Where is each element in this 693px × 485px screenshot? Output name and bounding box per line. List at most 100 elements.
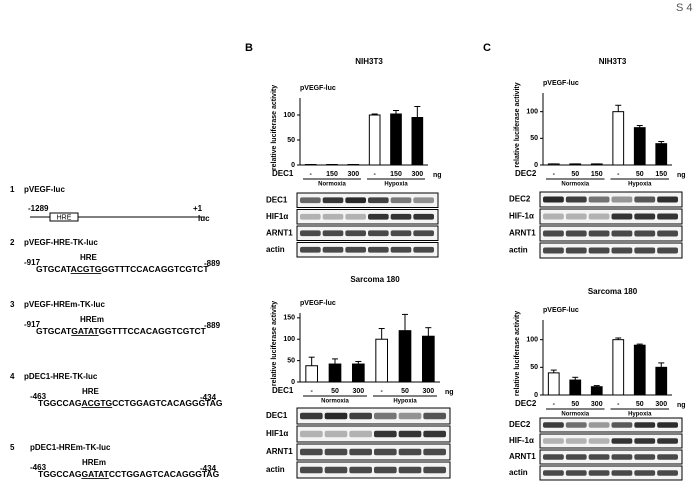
blot-band	[324, 430, 348, 438]
x-tick-label: 300	[411, 171, 423, 178]
blot-band	[398, 430, 422, 438]
position-end: -889	[204, 321, 221, 330]
blot-band	[565, 422, 587, 428]
blot-band	[543, 230, 564, 237]
position-start: -917	[24, 258, 41, 267]
unit-label: ng	[433, 172, 442, 179]
x-tick-label: 300	[422, 388, 434, 395]
blot-frame	[539, 465, 683, 481]
blot-band	[349, 412, 372, 420]
blot-frame	[296, 192, 439, 208]
sequence-part: GATAT	[71, 326, 99, 336]
blot-band	[657, 230, 678, 237]
blot-label: actin	[509, 246, 528, 255]
bar	[633, 127, 646, 166]
blot-label: actin	[266, 465, 285, 474]
blot-band	[324, 466, 348, 474]
blot-frame	[296, 425, 451, 443]
construct-name: pDEC1-HRE-TK-luc	[24, 372, 98, 381]
blot-band	[390, 246, 412, 253]
y-tick-label: 0	[291, 162, 295, 169]
blot-band	[324, 412, 348, 420]
blot-band	[634, 196, 656, 203]
x-tick-label: 150	[326, 171, 338, 178]
sequence-part: GGTTTCCACAGGTCGTCT	[101, 264, 209, 274]
blot-band	[345, 230, 366, 237]
x-tick-label: -	[553, 171, 556, 178]
blot-band	[413, 197, 434, 204]
blot-band	[300, 230, 321, 237]
sequence-part: CCTGGAGTCACAGGGTAG	[109, 469, 220, 479]
bar	[422, 335, 435, 383]
sequence: TGGCCAGACGTGCCTGGAGTCACAGGGTAG	[38, 398, 223, 408]
bar	[612, 111, 625, 166]
blot-band	[398, 466, 422, 474]
chart-title: Sarcoma 180	[350, 275, 400, 284]
blot-band	[349, 430, 372, 438]
bar	[347, 164, 360, 166]
blot-band	[611, 230, 633, 237]
unit-label: ng	[677, 402, 686, 409]
blot-band	[300, 430, 323, 438]
y-tick-label: 100	[283, 112, 295, 119]
construct-name: pVEGF-HRE-TK-luc	[24, 238, 98, 247]
blot-band	[423, 412, 446, 420]
bar	[328, 363, 342, 383]
bar	[633, 344, 646, 396]
x-tick-label: 50	[331, 388, 339, 395]
blot-label: DEC1	[266, 411, 288, 420]
blot-band	[368, 197, 389, 204]
y-tick-label: 50	[287, 357, 295, 364]
blot-band	[634, 438, 656, 444]
blot-label: actin	[266, 245, 285, 254]
chart-subtitle: pVEGF-luc	[543, 80, 579, 87]
unit-label: ng	[445, 389, 454, 396]
blot-band	[300, 197, 321, 204]
sequence: GTGCATACGTGGGTTTCCACAGGTCGTCT	[36, 264, 209, 274]
x-tick-label: 50	[571, 171, 579, 178]
blot-band	[588, 422, 610, 428]
bar	[590, 163, 603, 166]
bar	[368, 114, 381, 166]
x-tick-label: -	[310, 388, 313, 395]
blot-band	[300, 412, 323, 420]
blot-band	[588, 438, 610, 444]
blot-band	[300, 466, 323, 474]
hre-box	[49, 212, 79, 222]
blot-label: ARNT1	[509, 452, 536, 461]
blot-label: HIF1α	[266, 212, 288, 221]
blot-label: ARNT1	[266, 447, 293, 456]
group-label: Normoxia	[318, 182, 346, 188]
blot-frame	[296, 209, 439, 225]
sequence: GTGCATGATATGGTTTCCACAGGTCGTCT	[36, 326, 207, 336]
position-end: +1	[193, 204, 203, 213]
blot-band	[543, 196, 564, 203]
page-mark: S 4	[676, 2, 693, 14]
x-tick-label: 300	[591, 401, 603, 408]
sequence-part: GTGCAT	[36, 326, 72, 336]
blot-band	[657, 247, 678, 254]
blot-frame	[296, 461, 451, 479]
blot-label: DEC1	[266, 195, 288, 204]
blot-frame	[539, 225, 683, 242]
blot-band	[345, 213, 366, 220]
blot-label: ARNT1	[509, 229, 536, 238]
x-tick-label: -	[617, 171, 620, 178]
blot-label: HIF-1α	[509, 212, 534, 221]
blot-band	[634, 422, 656, 428]
blot-band	[657, 470, 678, 476]
bar	[547, 372, 560, 396]
blot-frame	[296, 407, 451, 425]
bar	[569, 163, 582, 166]
treatment-label: DEC2	[515, 399, 537, 408]
blot-band	[345, 197, 366, 204]
sequence-part: GTGCAT	[36, 264, 72, 274]
blot-band	[368, 213, 389, 220]
y-tick-label: 150	[283, 315, 295, 322]
blot-band	[611, 454, 633, 460]
blot-band	[322, 230, 344, 237]
group-label: Hypoxia	[628, 182, 652, 188]
blot-band	[588, 470, 610, 476]
blot-frame	[296, 225, 439, 241]
